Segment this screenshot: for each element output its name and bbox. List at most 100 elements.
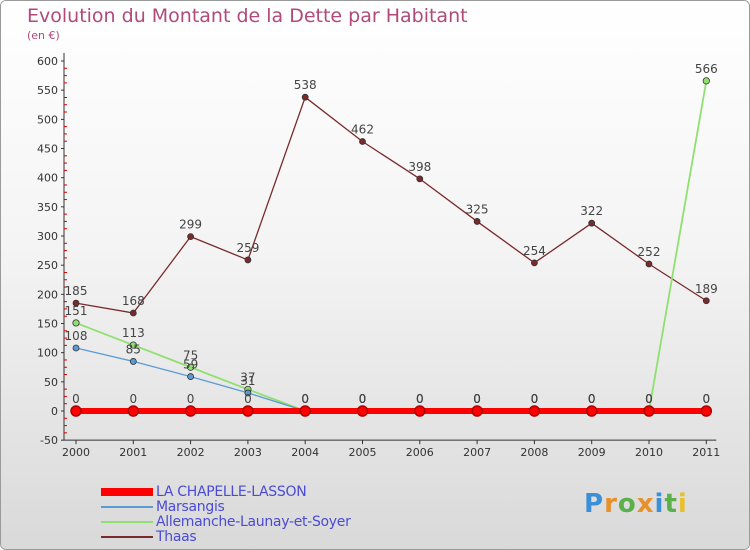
data-label: 0 (359, 392, 367, 406)
series-point-3 (645, 260, 653, 268)
series-point-1 (72, 344, 80, 352)
data-label: 185 (65, 284, 88, 298)
data-label: 0 (187, 392, 195, 406)
x-tick-label: 2010 (635, 446, 663, 459)
series-line-2 (75, 80, 708, 412)
series-point-3 (588, 219, 596, 227)
data-label: 0 (702, 392, 710, 406)
series-point-0 (643, 405, 655, 417)
series-point-1 (129, 358, 137, 365)
data-label: 0 (473, 392, 481, 406)
data-label: 59 (183, 358, 198, 372)
data-label: 0 (416, 392, 424, 406)
brand-logo-letter: x (636, 489, 655, 519)
series-point-3 (359, 138, 366, 145)
data-label: 0 (301, 392, 309, 406)
x-tick-label: 2008 (520, 446, 548, 459)
data-label: 0 (72, 392, 80, 406)
x-tick-label: 2000 (62, 446, 90, 459)
y-tick-label: 400 (37, 172, 58, 185)
data-label: 0 (473, 392, 481, 406)
data-label: 254 (523, 244, 546, 258)
y-tick-label: 450 (37, 143, 58, 156)
series-point-0 (414, 405, 426, 417)
data-label: 0 (301, 392, 309, 406)
data-label: 0 (702, 392, 710, 406)
data-label: 0 (531, 392, 539, 406)
series-point-0 (471, 405, 483, 417)
legend-label: Marsangis (156, 499, 225, 515)
data-label: 252 (638, 245, 661, 259)
data-label: 108 (65, 329, 88, 343)
chart-title: Evolution du Montant de la Dette par Hab… (27, 5, 468, 27)
y-tick-label: 200 (37, 288, 58, 301)
data-label: 0 (359, 392, 367, 406)
data-label: 0 (588, 392, 596, 406)
x-tick-label: 2006 (406, 446, 434, 459)
brand-logo: Proxiti (584, 489, 688, 519)
legend-swatch (101, 536, 153, 538)
series-point-2 (129, 341, 137, 349)
data-label: 189 (695, 282, 718, 296)
series-point-2 (702, 77, 710, 85)
x-tick-label: 2004 (291, 446, 319, 459)
brand-logo-letter: o (617, 489, 637, 519)
data-label: 259 (236, 241, 259, 255)
series-point-3 (531, 259, 538, 267)
legend-swatch (101, 521, 153, 523)
brand-logo-text: Proxiti (584, 489, 688, 519)
x-tick-label: 2001 (119, 446, 147, 459)
y-tick-label: 500 (37, 113, 58, 126)
series-point-3 (702, 297, 710, 305)
y-tick-label: 350 (37, 201, 58, 214)
x-tick-label: 2005 (349, 446, 377, 459)
data-label: 37 (240, 370, 255, 384)
data-label: 113 (122, 326, 145, 340)
data-label: 0 (531, 392, 539, 406)
data-label: 325 (466, 202, 489, 216)
data-label: 566 (695, 62, 718, 76)
data-label: 299 (179, 218, 202, 232)
series-point-0 (585, 405, 598, 417)
series-point-0 (242, 405, 254, 417)
x-tick-label: 2003 (234, 446, 262, 459)
series-point-3 (301, 93, 309, 101)
series-line-3 (75, 96, 707, 314)
series-point-0 (528, 405, 541, 417)
y-tick-label: 300 (37, 230, 58, 243)
legend-label: LA CHAPELLE-LASSON (156, 484, 307, 500)
legend-label: Allemanche-Launay-et-Soyer (156, 514, 351, 530)
y-tick-label: 600 (37, 55, 58, 68)
y-tick-label: 100 (37, 347, 58, 360)
series-point-0 (184, 405, 197, 417)
legend-label: Thaas (156, 529, 197, 545)
series-point-0 (700, 405, 713, 417)
series-point-3 (416, 175, 424, 183)
series-point-3 (129, 309, 137, 317)
data-label: 322 (580, 204, 603, 218)
data-label: 0 (129, 392, 137, 406)
data-label: 0 (416, 392, 424, 406)
data-label: 538 (294, 78, 317, 92)
series-point-2 (187, 363, 195, 371)
series-point-1 (244, 389, 252, 397)
data-label: 398 (408, 160, 431, 174)
data-label: 0 (416, 392, 424, 406)
y-tick-label: 550 (37, 84, 58, 97)
y-tick-label: 0 (51, 405, 58, 418)
legend-swatch (101, 488, 153, 496)
series-point-3 (187, 233, 195, 240)
series-point-0 (299, 405, 311, 417)
x-tick-label: 2002 (177, 446, 205, 459)
data-label: 0 (645, 392, 653, 406)
data-label: 0 (531, 392, 539, 406)
y-tick-label: -50 (40, 434, 58, 447)
data-label: 0 (588, 392, 596, 406)
data-label: 0 (473, 392, 481, 406)
y-tick-label: 50 (44, 376, 58, 389)
data-label: 85 (126, 342, 141, 356)
brand-logo-letter: i (654, 489, 665, 519)
data-label: 75 (183, 348, 198, 362)
